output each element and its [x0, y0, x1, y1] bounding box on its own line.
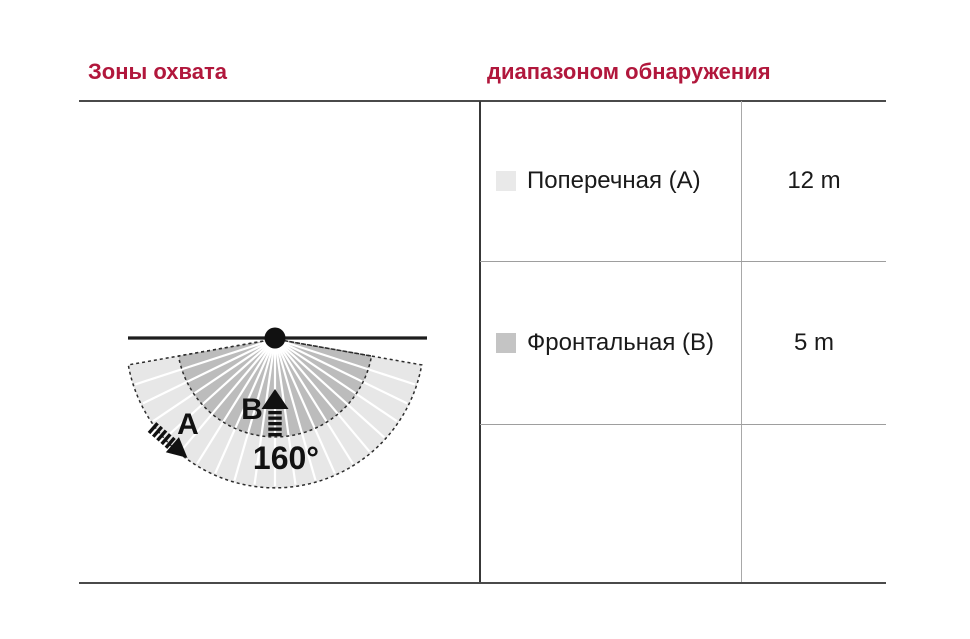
- detection-ray: [274, 338, 371, 453]
- coverage-angle-label: 160°: [253, 440, 319, 476]
- sensor-dot: [264, 327, 286, 349]
- zone-a-label: Поперечная (A): [527, 167, 701, 194]
- zone-a-swatch: [496, 171, 516, 191]
- detection-ray: [233, 338, 277, 481]
- zone-a-arrow-icon: [147, 422, 188, 458]
- detection-ray: [273, 338, 297, 485]
- detection-ray: [273, 338, 317, 481]
- detection-ray: [134, 337, 276, 386]
- zone-a-sector-outline: [127, 338, 423, 489]
- section-title-detection-range: диапазоном обнаружения: [487, 59, 771, 84]
- zone-b-sector-outline: [177, 338, 373, 438]
- table-column-divider: [741, 101, 742, 582]
- detection-ray: [274, 338, 408, 405]
- table-row-divider-2: [480, 424, 886, 425]
- detection-ray: [179, 338, 276, 453]
- zone-b-arrow-icon: [261, 389, 289, 437]
- detection-ray: [273, 338, 336, 474]
- table-left-border: [479, 101, 481, 582]
- zone-a-letter: A: [177, 408, 199, 441]
- detection-ray: [274, 337, 416, 386]
- table-row-divider-1: [480, 261, 886, 262]
- zone-b-swatch: [496, 333, 516, 353]
- zone-a-range-value: 12 m: [787, 167, 841, 194]
- table-bottom-rule: [79, 582, 886, 584]
- detection-ray: [253, 338, 277, 485]
- coverage-diagram: A B 160°: [127, 327, 427, 489]
- detection-ray: [142, 338, 276, 405]
- detection-ray: [274, 338, 385, 439]
- table-top-rule: [79, 100, 886, 102]
- detection-ray: [165, 338, 276, 439]
- detection-ray: [196, 338, 276, 465]
- zone-b-letter: B: [241, 393, 263, 426]
- detection-ray: [214, 338, 277, 474]
- zone-b-range-value: 5 m: [793, 329, 834, 356]
- zone-b-label: Фронтальная (B): [527, 329, 715, 356]
- detection-ray: [274, 338, 354, 465]
- detection-ray: [152, 338, 276, 423]
- detection-ray: [274, 338, 398, 423]
- section-title-coverage-zones: Зоны охвата: [88, 59, 228, 84]
- table-row-empty: [480, 425, 886, 582]
